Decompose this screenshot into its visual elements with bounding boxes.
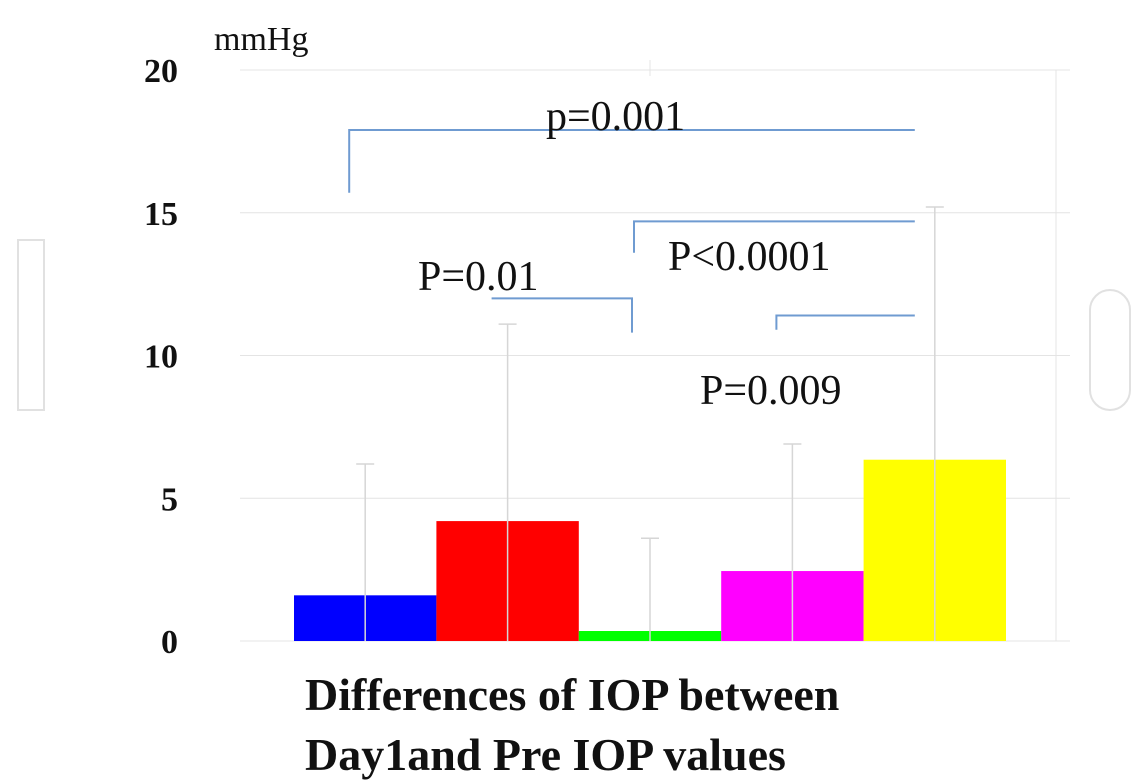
- bracket-0: [348, 128, 915, 193]
- chart-caption-line-1: Differences of IOP between: [305, 669, 839, 720]
- significance-annotations: p=0.001 P<0.0001 P=0.01 P=0.009: [348, 94, 915, 414]
- y-tick-label-0: 0: [161, 624, 178, 661]
- bracket-2: [491, 297, 633, 333]
- y-tick-label-15: 15: [144, 196, 178, 233]
- error-bars: [356, 206, 944, 641]
- bracket-1: [633, 220, 915, 253]
- y-tick-label-5: 5: [161, 481, 178, 518]
- watermark: [17, 239, 1131, 411]
- y-tick-label-10: 10: [144, 339, 178, 376]
- annotation-label-0: p=0.001: [546, 94, 685, 140]
- bracket-3: [775, 314, 915, 330]
- annotation-label-1: P<0.0001: [668, 234, 831, 280]
- chart-caption-line-2: Day1and Pre IOP values: [305, 729, 786, 780]
- y-unit-label: mmHg: [214, 21, 308, 58]
- annotation-label-3: P=0.009: [700, 368, 842, 414]
- y-axis-ticks: 0 5 10 15 20: [144, 53, 178, 661]
- y-tick-label-20: 20: [144, 53, 178, 90]
- annotation-label-2: P=0.01: [418, 254, 539, 300]
